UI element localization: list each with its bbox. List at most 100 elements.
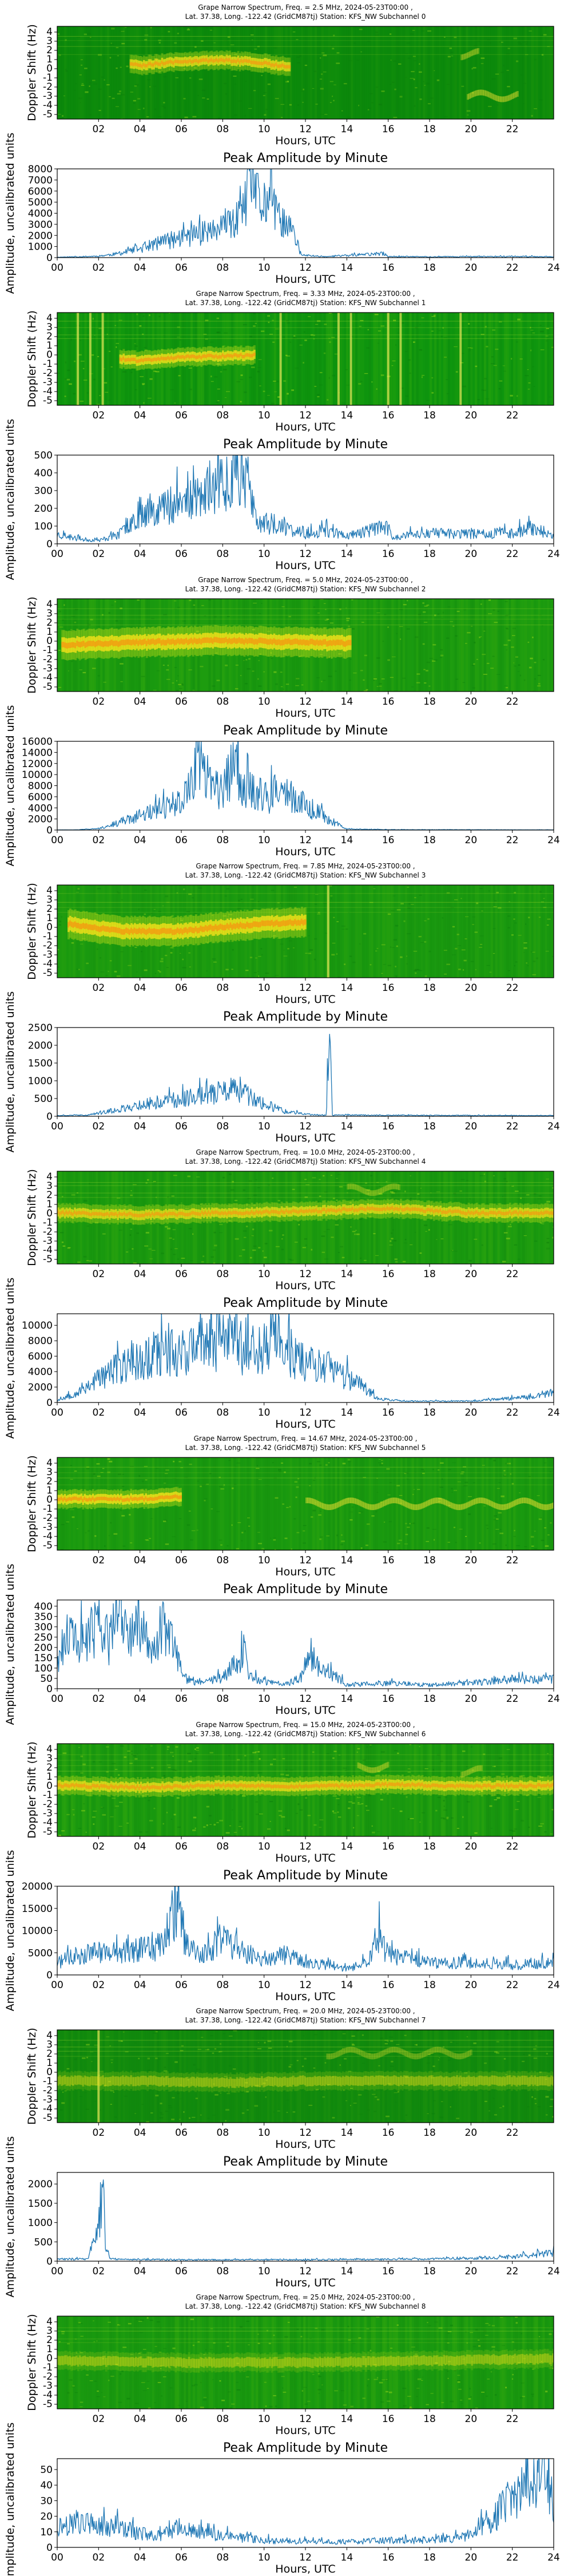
amplitude-xtick-label: 02 (93, 2266, 105, 2277)
spectrogram-ytick-label: 4 (46, 26, 53, 38)
amplitude-xtick-label: 00 (51, 548, 63, 560)
spectrogram-xlabel: Hours, UTC (275, 421, 335, 433)
spectrogram-ytick-label: 3 (46, 1467, 53, 1478)
amplitude-title: Peak Amplitude by Minute (223, 1296, 388, 1310)
spectrogram-ytick-label: -1 (43, 1789, 53, 1801)
spectrogram-ytick-label: -4 (43, 386, 53, 397)
spectrogram-xtick-label: 22 (506, 696, 519, 708)
spectrogram-ytick-label: 4 (46, 885, 53, 896)
spectrogram-image (57, 26, 554, 119)
amplitude-xtick-label: 24 (547, 262, 560, 274)
amplitude-xlabel: Hours, UTC (275, 273, 335, 286)
spectrogram-xtick-label: 16 (382, 124, 395, 135)
spectrogram-ytick-label: 2 (46, 2334, 53, 2346)
amplitude-title: Peak Amplitude by Minute (223, 1010, 388, 1024)
spectrogram-xtick-label: 22 (506, 982, 519, 994)
spectrogram-ytick-label: 1 (46, 626, 53, 638)
amplitude-xtick-label: 06 (175, 1693, 188, 1705)
spectrogram-title-line2: Lat. 37.38, Long. -122.42 (GridCM87tj) S… (185, 1730, 426, 1738)
amplitude-ytick-label: 250 (34, 1632, 53, 1643)
spectrogram-xtick-label: 04 (134, 2413, 146, 2425)
spectrogram-background (57, 1457, 554, 1550)
spectrogram-xtick-label: 20 (465, 2127, 478, 2139)
spectrogram-ylabel: Doppler Shift (Hz) (26, 1455, 38, 1552)
spectrogram-ytick-label: -4 (43, 100, 53, 111)
spectrogram-ytick-label: 0 (46, 2353, 53, 2364)
spectrogram-title-line1: Grape Narrow Spectrum, Freq. = 25.0 MHz,… (196, 2293, 415, 2301)
spectrogram-image (57, 885, 554, 978)
spectrogram-xtick-label: 08 (217, 2413, 229, 2425)
spectrogram-xtick-label: 12 (299, 124, 312, 135)
spectrogram-xtick-label: 12 (299, 1841, 312, 1852)
amplitude-xtick-label: 04 (134, 2552, 146, 2563)
amplitude-xtick-label: 22 (506, 262, 519, 274)
amplitude-xtick-label: 16 (382, 2552, 395, 2563)
spectrogram-xtick-label: 10 (258, 2127, 271, 2139)
spectrogram-ytick-label: -1 (43, 358, 53, 370)
amplitude-xtick-label: 20 (465, 2552, 478, 2563)
spectrogram-xtick-label: 04 (134, 410, 146, 421)
amplitude-xtick-label: 22 (506, 1980, 519, 1991)
spectrogram-xtick-label: 20 (465, 1555, 478, 1566)
amplitude-xlabel: Hours, UTC (275, 1704, 335, 1717)
spectrogram-ytick-label: -3 (43, 2380, 53, 2392)
spectrogram-title-line2: Lat. 37.38, Long. -122.42 (GridCM87tj) S… (185, 299, 426, 307)
spectrogram-ytick-label: 4 (46, 1171, 53, 1183)
spectrogram-ytick-label: 1 (46, 1199, 53, 1210)
spectrogram-ytick-label: -5 (43, 681, 53, 693)
spectrogram-xtick-label: 20 (465, 2413, 478, 2425)
spectrogram-xtick-label: 14 (341, 2127, 353, 2139)
spectrogram-xtick-label: 16 (382, 1841, 395, 1852)
spectrogram-image (57, 2316, 554, 2409)
amplitude-frame (57, 1027, 554, 1117)
spectrogram-ylabel: Doppler Shift (Hz) (26, 310, 38, 408)
spectrogram-ytick-label: 1 (46, 2057, 53, 2069)
spectrogram-xtick-label: 02 (93, 1555, 105, 1566)
amplitude-ytick-label: 5000 (28, 1947, 53, 1959)
spectrogram-ytick-label: 0 (46, 2067, 53, 2078)
amplitude-xtick-label: 20 (465, 1980, 478, 1991)
spectrogram-ytick-label: 4 (46, 2030, 53, 2041)
spectrogram-xtick-label: 14 (341, 1555, 353, 1566)
amplitude-ytick-label: 1500 (28, 2198, 53, 2210)
amplitude-xtick-label: 04 (134, 2266, 146, 2277)
spectrogram-title-line1: Grape Narrow Spectrum, Freq. = 20.0 MHz,… (196, 2007, 415, 2015)
spectrogram-ylabel: Doppler Shift (Hz) (26, 596, 38, 694)
spectrogram-ytick-label: 2 (46, 1476, 53, 1487)
spectrogram-xtick-label: 06 (175, 2413, 188, 2425)
amplitude-xtick-label: 02 (93, 262, 105, 274)
amplitude-xtick-label: 00 (51, 1980, 63, 1991)
amplitude-xtick-label: 14 (341, 1121, 353, 1132)
spectrogram-image (57, 1457, 554, 1550)
spectrogram-ytick-label: 4 (46, 599, 53, 610)
spectrogram-xtick-label: 18 (423, 982, 436, 994)
amplitude-ytick-label: 14000 (22, 747, 53, 758)
spectrogram-ytick-label: 3 (46, 2325, 53, 2337)
amplitude-xtick-label: 12 (299, 548, 312, 560)
amplitude-ytick-label: 2000 (28, 2179, 53, 2190)
amplitude-xtick-label: 04 (134, 1407, 146, 1419)
spectrogram-title-line2: Lat. 37.38, Long. -122.42 (GridCM87tj) S… (185, 2302, 426, 2310)
amplitude-xtick-label: 22 (506, 548, 519, 560)
spectrogram-ytick-label: 4 (46, 2316, 53, 2328)
amplitude-ylabel: Amplitude, uncalibrated units (4, 1850, 17, 2012)
spectrogram-xtick-label: 08 (217, 1841, 229, 1852)
amplitude-xtick-label: 24 (547, 1980, 560, 1991)
spectrogram-image (57, 1171, 554, 1264)
amplitude-ytick-label: 0 (46, 1684, 53, 1695)
amplitude-xtick-label: 14 (341, 548, 353, 560)
amplitude-xtick-label: 08 (217, 262, 229, 274)
amplitude-xtick-label: 10 (258, 835, 271, 846)
amplitude-xtick-label: 24 (547, 1693, 560, 1705)
amplitude-title: Peak Amplitude by Minute (223, 151, 388, 165)
amplitude-xtick-label: 08 (217, 1407, 229, 1419)
spectrogram-xtick-label: 20 (465, 1841, 478, 1852)
amplitude-ytick-label: 2000 (28, 1382, 53, 1393)
amplitude-ytick-label: 1500 (28, 1058, 53, 1069)
amplitude-ytick-label: 0 (46, 825, 53, 836)
amplitude-xtick-label: 02 (93, 835, 105, 846)
spectrogram-ylabel: Doppler Shift (Hz) (26, 883, 38, 980)
amplitude-xtick-label: 04 (134, 1693, 146, 1705)
subchannel-1: Grape Narrow Spectrum, Freq. = 3.33 MHz,… (4, 290, 560, 580)
spectrogram-ytick-label: -4 (43, 1531, 53, 1542)
